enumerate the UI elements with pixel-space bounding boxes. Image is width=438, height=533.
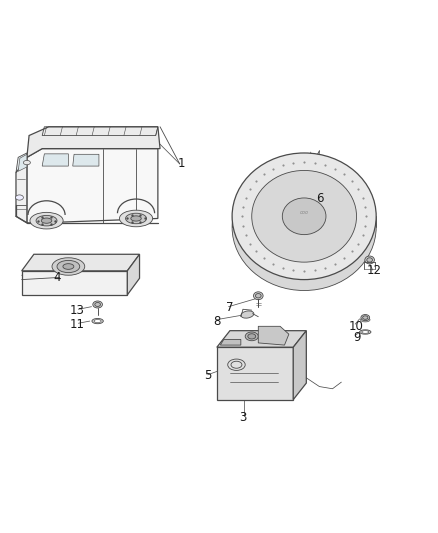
Ellipse shape	[365, 256, 374, 264]
Ellipse shape	[362, 330, 369, 333]
Polygon shape	[21, 271, 127, 295]
Ellipse shape	[248, 334, 256, 339]
Ellipse shape	[283, 198, 326, 235]
Polygon shape	[16, 157, 27, 223]
Ellipse shape	[245, 332, 258, 341]
Ellipse shape	[363, 316, 368, 319]
Ellipse shape	[30, 212, 63, 229]
Ellipse shape	[57, 261, 80, 272]
Text: 13: 13	[70, 304, 85, 317]
Ellipse shape	[95, 303, 100, 306]
Text: 9: 9	[353, 331, 360, 344]
Polygon shape	[18, 154, 27, 171]
Ellipse shape	[254, 292, 263, 300]
Text: 3: 3	[239, 410, 247, 424]
Ellipse shape	[23, 160, 30, 165]
Ellipse shape	[93, 301, 102, 308]
Polygon shape	[258, 326, 289, 345]
Ellipse shape	[361, 314, 370, 321]
Polygon shape	[293, 330, 306, 400]
Ellipse shape	[232, 164, 376, 290]
Ellipse shape	[360, 330, 371, 334]
Text: 7: 7	[226, 302, 233, 314]
Ellipse shape	[36, 215, 57, 226]
Polygon shape	[217, 330, 306, 348]
Ellipse shape	[360, 318, 370, 322]
Ellipse shape	[41, 218, 52, 223]
Text: ooo: ooo	[300, 211, 309, 215]
Polygon shape	[42, 154, 68, 166]
Polygon shape	[220, 340, 241, 345]
Polygon shape	[21, 254, 140, 271]
Ellipse shape	[131, 216, 141, 221]
Ellipse shape	[52, 258, 85, 275]
Ellipse shape	[92, 318, 103, 324]
Ellipse shape	[241, 311, 254, 318]
Polygon shape	[27, 127, 160, 157]
Text: 5: 5	[205, 369, 212, 382]
Polygon shape	[73, 154, 99, 166]
Polygon shape	[16, 153, 27, 173]
Text: 11: 11	[70, 318, 85, 330]
Ellipse shape	[63, 264, 74, 269]
Text: 6: 6	[316, 192, 323, 205]
Text: 4: 4	[54, 271, 61, 284]
Polygon shape	[27, 149, 158, 223]
Ellipse shape	[252, 171, 357, 262]
Ellipse shape	[15, 195, 23, 200]
Text: 1: 1	[178, 157, 186, 171]
Text: 12: 12	[367, 264, 381, 277]
Ellipse shape	[126, 213, 147, 224]
Ellipse shape	[255, 294, 261, 298]
Ellipse shape	[367, 258, 372, 262]
Text: 10: 10	[349, 320, 364, 333]
Text: 8: 8	[213, 314, 220, 328]
Polygon shape	[127, 254, 140, 295]
Ellipse shape	[120, 210, 152, 227]
Polygon shape	[217, 348, 293, 400]
Ellipse shape	[232, 153, 376, 280]
Ellipse shape	[94, 320, 101, 322]
